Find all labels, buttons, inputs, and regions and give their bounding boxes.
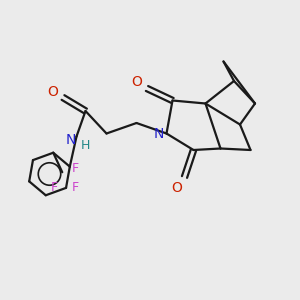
Text: N: N xyxy=(65,133,76,146)
Text: N: N xyxy=(154,127,164,140)
Text: O: O xyxy=(131,76,142,89)
Text: F: F xyxy=(51,181,58,194)
Text: F: F xyxy=(71,181,78,194)
Text: F: F xyxy=(71,162,78,175)
Text: O: O xyxy=(172,181,182,194)
Text: O: O xyxy=(47,85,58,98)
Text: H: H xyxy=(81,139,90,152)
